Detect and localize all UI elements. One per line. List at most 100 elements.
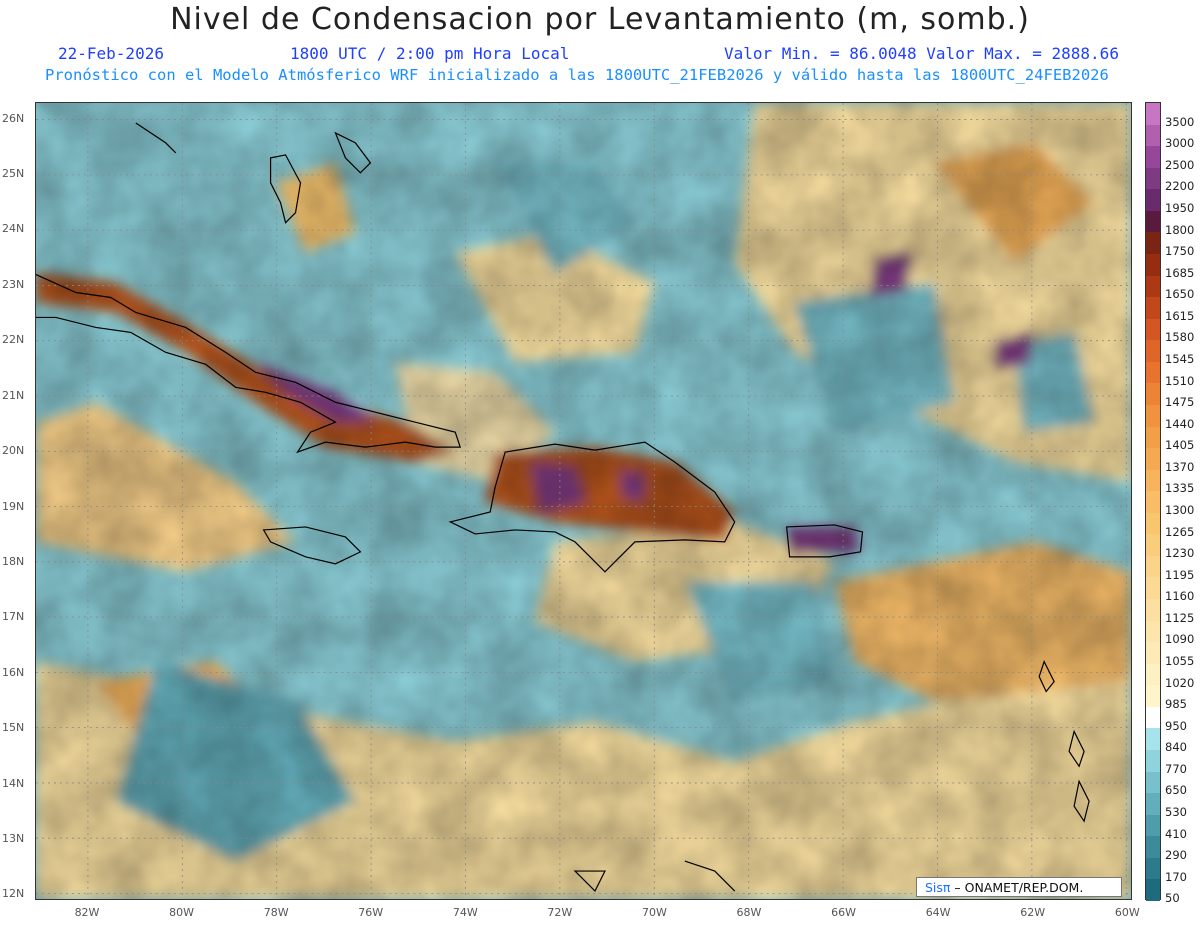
legend-label: 1055 — [1165, 653, 1195, 668]
lon-label: 64W — [925, 906, 951, 919]
lat-label: 24N — [2, 222, 25, 236]
legend-swatch — [1146, 620, 1160, 643]
lat-label: 23N — [2, 277, 25, 291]
forecast-description: Pronóstico con el Modelo Atmósferico WRF… — [45, 66, 1109, 84]
legend-label: 840 — [1165, 740, 1187, 755]
min-max-values: Valor Min. = 86.0048 Valor Max. = 2888.6… — [724, 44, 1119, 63]
legend-swatch — [1146, 685, 1160, 708]
legend-swatch — [1146, 857, 1160, 880]
legend-label: 1020 — [1165, 675, 1195, 690]
lon-label: 74W — [452, 906, 478, 919]
legend-swatch — [1146, 642, 1160, 665]
lat-label: 14N — [2, 776, 25, 790]
legend-label: 1545 — [1165, 352, 1195, 367]
coastlines — [36, 122, 1090, 893]
legend-label: 1510 — [1165, 373, 1195, 388]
lat-label: 19N — [2, 499, 25, 513]
lat-label: 17N — [2, 610, 25, 624]
legend-swatch — [1146, 210, 1160, 233]
lon-label: 82W — [74, 906, 100, 919]
legend-swatch — [1146, 534, 1160, 557]
legend-swatch — [1146, 167, 1160, 190]
legend-label: 290 — [1165, 848, 1187, 863]
chart-title: Nivel de Condensacion por Levantamiento … — [170, 2, 1030, 37]
legend-swatch — [1146, 879, 1160, 902]
legend-label: 1405 — [1165, 438, 1195, 453]
lat-label: 25N — [2, 167, 25, 181]
lon-label: 78W — [263, 906, 289, 919]
legend-label: 1230 — [1165, 546, 1195, 561]
legend-label: 2500 — [1165, 157, 1195, 172]
legend-swatch — [1146, 491, 1160, 514]
lat-label: 16N — [2, 665, 25, 679]
credit-text: – ONAMET/REP.DOM. — [950, 880, 1084, 895]
lon-label: 66W — [831, 906, 856, 919]
legend-swatch — [1146, 750, 1160, 773]
legend-swatch — [1146, 232, 1160, 255]
legend-label: 1750 — [1165, 244, 1195, 259]
legend-swatch — [1146, 103, 1160, 126]
legend-swatch — [1146, 555, 1160, 578]
lat-label: 13N — [2, 832, 25, 846]
valid-time: 1800 UTC / 2:00 pm Hora Local — [290, 44, 570, 63]
lon-label: 72W — [547, 906, 573, 919]
lat-label: 26N — [2, 111, 25, 125]
legend-swatch — [1146, 706, 1160, 729]
legend-label: 1090 — [1165, 632, 1195, 647]
lat-label: 20N — [2, 444, 25, 458]
lon-label: 62W — [1020, 906, 1046, 919]
legend-swatch — [1146, 599, 1160, 622]
legend-label: 1265 — [1165, 524, 1195, 539]
legend-swatch — [1146, 340, 1160, 363]
lat-lon-grid — [36, 103, 1131, 899]
legend-label: 1800 — [1165, 222, 1195, 237]
legend-label: 1125 — [1165, 610, 1195, 625]
legend-label: 1160 — [1165, 589, 1195, 604]
legend-label: 1335 — [1165, 481, 1195, 496]
lcl-map — [35, 102, 1132, 900]
legend-label: 2200 — [1165, 179, 1195, 194]
legend-swatch — [1146, 577, 1160, 600]
lon-label: 60W — [1114, 906, 1140, 919]
legend-label: 1370 — [1165, 459, 1195, 474]
legend-swatch — [1146, 512, 1160, 535]
legend-label: 770 — [1165, 761, 1187, 776]
legend-label: 410 — [1165, 826, 1187, 841]
legend-swatch — [1146, 728, 1160, 751]
legend-swatch — [1146, 404, 1160, 427]
lat-label: 22N — [2, 333, 25, 347]
legend-label: 3000 — [1165, 136, 1195, 151]
legend-swatch — [1146, 146, 1160, 169]
legend-label: 1440 — [1165, 416, 1195, 431]
legend-swatch — [1146, 836, 1160, 859]
legend-label: 985 — [1165, 697, 1187, 712]
legend-swatch — [1146, 426, 1160, 449]
legend-swatch — [1146, 793, 1160, 816]
lat-label: 18N — [2, 554, 25, 568]
legend-swatch — [1146, 253, 1160, 277]
texture-overlay — [36, 103, 1131, 899]
legend-swatch — [1146, 124, 1160, 147]
lon-label: 68W — [736, 906, 762, 919]
legend-swatch — [1146, 275, 1160, 298]
legend-swatch — [1146, 469, 1160, 492]
lon-label: 80W — [169, 906, 195, 919]
legend-swatch — [1146, 297, 1160, 320]
legend-label: 1650 — [1165, 287, 1195, 302]
lat-label: 12N — [2, 887, 25, 901]
legend-label: 50 — [1165, 891, 1180, 906]
lat-label: 15N — [2, 721, 25, 735]
legend-label: 530 — [1165, 804, 1187, 819]
legend-label: 3500 — [1165, 114, 1195, 129]
legend-label: 1475 — [1165, 395, 1195, 410]
legend-label: 950 — [1165, 718, 1187, 733]
legend-swatch — [1146, 771, 1160, 794]
legend-label: 1300 — [1165, 503, 1195, 517]
legend-label: 1685 — [1165, 265, 1195, 280]
legend-label: 170 — [1165, 869, 1187, 884]
legend-swatch — [1146, 814, 1160, 837]
legend-swatch — [1146, 189, 1160, 212]
legend-swatch — [1146, 448, 1160, 471]
legend-label: 650 — [1165, 783, 1187, 798]
sispi-logo: Sisπ — [925, 880, 951, 895]
